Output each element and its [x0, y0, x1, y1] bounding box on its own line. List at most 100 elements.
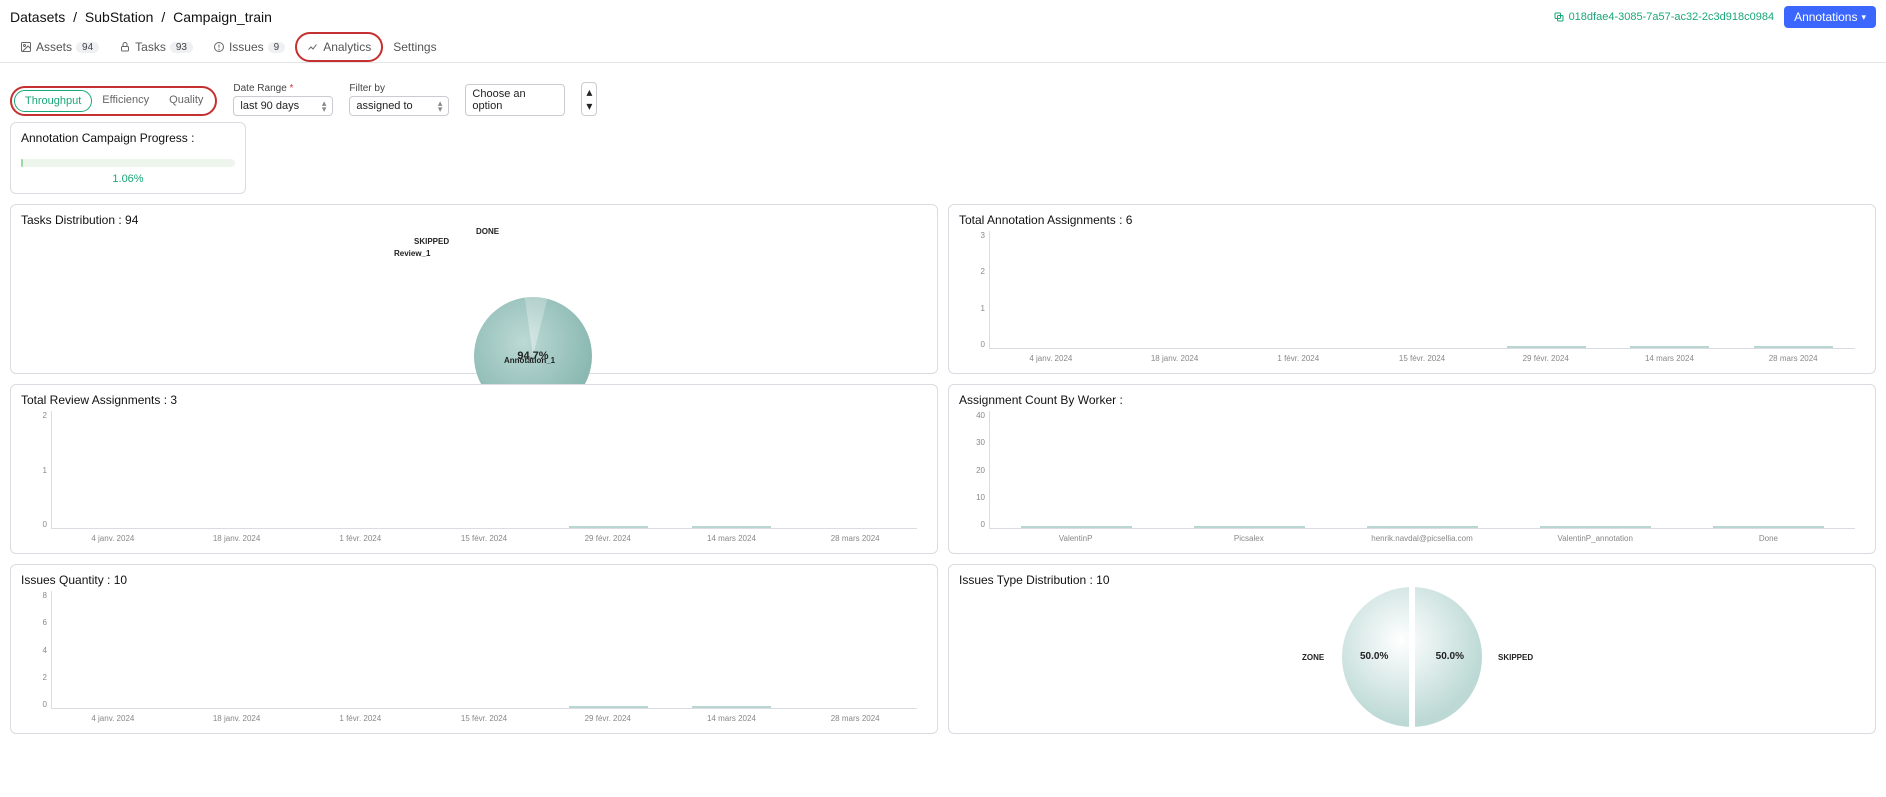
- lock-icon: [119, 41, 131, 53]
- pie-chart: 94.7% DONE SKIPPED Review_1 Annotation_1: [21, 231, 927, 363]
- y-tick: 2: [21, 673, 47, 682]
- image-icon: [20, 41, 32, 53]
- card-title: Tasks Distribution : 94: [21, 213, 927, 227]
- seg-throughput[interactable]: Throughput: [14, 90, 92, 112]
- y-tick: 0: [959, 340, 985, 349]
- x-tick: 14 mars 2024: [1608, 354, 1732, 363]
- x-tick: 1 févr. 2024: [1236, 354, 1360, 363]
- updown-icon: ▴▾: [322, 100, 327, 112]
- tab-label: Tasks: [135, 40, 166, 54]
- progress-card: Annotation Campaign Progress : 1.06%: [10, 122, 246, 194]
- x-tick: ValentinP_annotation: [1509, 534, 1682, 543]
- y-tick: 20: [959, 466, 985, 475]
- x-tick: 4 janv. 2024: [989, 354, 1113, 363]
- progress-bar: [21, 159, 235, 167]
- x-tick: 15 févr. 2024: [422, 714, 546, 723]
- updown-icon: ▴▾: [438, 100, 443, 112]
- split-pie: 50.0% 50.0% ZONE SKIPPED: [959, 591, 1865, 723]
- bar: [1754, 346, 1833, 348]
- tab-tasks[interactable]: Tasks 93: [109, 34, 203, 60]
- x-tick: 4 janv. 2024: [51, 714, 175, 723]
- chevron-down-icon: ▾: [1861, 12, 1866, 23]
- date-range-select[interactable]: last 90 days ▴▾: [233, 96, 333, 116]
- bar: [692, 526, 771, 528]
- bar: [1507, 346, 1586, 348]
- x-tick: 28 mars 2024: [793, 714, 917, 723]
- crumb-datasets[interactable]: Datasets: [10, 9, 65, 25]
- tab-badge: 93: [170, 42, 193, 53]
- y-tick: 8: [21, 591, 47, 600]
- tab-settings[interactable]: Settings: [383, 34, 446, 60]
- bar: [692, 706, 771, 708]
- tab-assets[interactable]: Assets 94: [10, 34, 109, 60]
- y-tick: 2: [21, 411, 47, 420]
- y-tick: 1: [959, 304, 985, 313]
- tab-label: Issues: [229, 40, 264, 54]
- x-tick: 29 févr. 2024: [1484, 354, 1608, 363]
- page-tabs: Assets 94 Tasks 93 Issues 9 Analytics Se…: [0, 28, 1886, 63]
- x-tick: 29 févr. 2024: [546, 534, 670, 543]
- label-annotation: Annotation_1: [504, 356, 555, 365]
- dataset-uuid[interactable]: 018dfae4-3085-7a57-ac32-2c3d918c0984: [1553, 11, 1775, 23]
- tab-label: Settings: [393, 40, 436, 54]
- total-annotation-card: Total Annotation Assignments : 6 3 2 1 0 4 …: [948, 204, 1876, 374]
- y-tick: 30: [959, 438, 985, 447]
- y-tick: 1: [21, 466, 47, 475]
- tab-label: Assets: [36, 40, 72, 54]
- tasks-distribution-card: Tasks Distribution : 94 94.7% DONE SKIPP…: [10, 204, 938, 374]
- issues-qty-card: Issues Quantity : 10 8 6 4 2 0 4 janv. 2024 1…: [10, 564, 938, 734]
- filter-by-select[interactable]: assigned to ▴▾: [349, 96, 449, 116]
- tab-analytics[interactable]: Analytics: [295, 32, 383, 62]
- choose-option-select[interactable]: Choose an option: [465, 84, 565, 116]
- tab-issues[interactable]: Issues 9: [203, 34, 295, 60]
- card-title: Total Review Assignments : 3: [21, 393, 927, 407]
- date-range-label: Date Range *: [233, 83, 333, 94]
- total-review-card: Total Review Assignments : 3 2 1 0 4 janv.…: [10, 384, 938, 554]
- x-tick: 14 mars 2024: [670, 534, 794, 543]
- card-title: Issues Quantity : 10: [21, 573, 927, 587]
- y-tick: 6: [21, 618, 47, 627]
- card-title: Assignment Count By Worker :: [959, 393, 1865, 407]
- x-tick: 4 janv. 2024: [51, 534, 175, 543]
- x-tick: 29 févr. 2024: [546, 714, 670, 723]
- issues-type-card: Issues Type Distribution : 10 50.0% 50.0…: [948, 564, 1876, 734]
- bar: [569, 526, 648, 528]
- bar: [1713, 526, 1824, 528]
- left-pct: 50.0%: [1360, 651, 1388, 662]
- x-tick: 28 mars 2024: [1731, 354, 1855, 363]
- x-tick: 18 janv. 2024: [1113, 354, 1237, 363]
- y-tick: 40: [959, 411, 985, 420]
- seg-quality[interactable]: Quality: [159, 90, 213, 112]
- copy-icon: [1553, 11, 1565, 23]
- y-tick: 4: [21, 646, 47, 655]
- label-done: DONE: [476, 227, 499, 236]
- x-tick: henrik.navdal@picsellia.com: [1335, 534, 1508, 543]
- crumb-substation[interactable]: SubStation: [85, 9, 154, 25]
- progress-title: Annotation Campaign Progress :: [21, 131, 235, 145]
- updown-icon[interactable]: ▴▾: [581, 82, 597, 116]
- x-tick: ValentinP: [989, 534, 1162, 543]
- metric-segments: Throughput Efficiency Quality: [10, 86, 217, 116]
- breadcrumb: Datasets / SubStation / Campaign_train: [10, 9, 272, 25]
- tab-label: Analytics: [323, 40, 371, 54]
- bar: [1194, 526, 1305, 528]
- seg-efficiency[interactable]: Efficiency: [92, 90, 159, 112]
- annotations-button[interactable]: Annotations ▾: [1784, 6, 1876, 28]
- y-tick: 0: [21, 700, 47, 709]
- chart-icon: [307, 41, 319, 53]
- y-tick: 0: [21, 520, 47, 529]
- x-tick: 14 mars 2024: [670, 714, 794, 723]
- label-skipped: SKIPPED: [1498, 653, 1533, 662]
- y-tick: 2: [959, 267, 985, 276]
- progress-pct: 1.06%: [21, 173, 235, 185]
- card-title: Total Annotation Assignments : 6: [959, 213, 1865, 227]
- x-tick: 1 févr. 2024: [298, 534, 422, 543]
- crumb-campaign[interactable]: Campaign_train: [173, 9, 272, 25]
- tab-badge: 94: [76, 42, 99, 53]
- bar: [1367, 526, 1478, 528]
- y-tick: 3: [959, 231, 985, 240]
- y-tick: 10: [959, 493, 985, 502]
- x-tick: 18 janv. 2024: [175, 534, 299, 543]
- y-tick: 0: [959, 520, 985, 529]
- x-tick: 1 févr. 2024: [298, 714, 422, 723]
